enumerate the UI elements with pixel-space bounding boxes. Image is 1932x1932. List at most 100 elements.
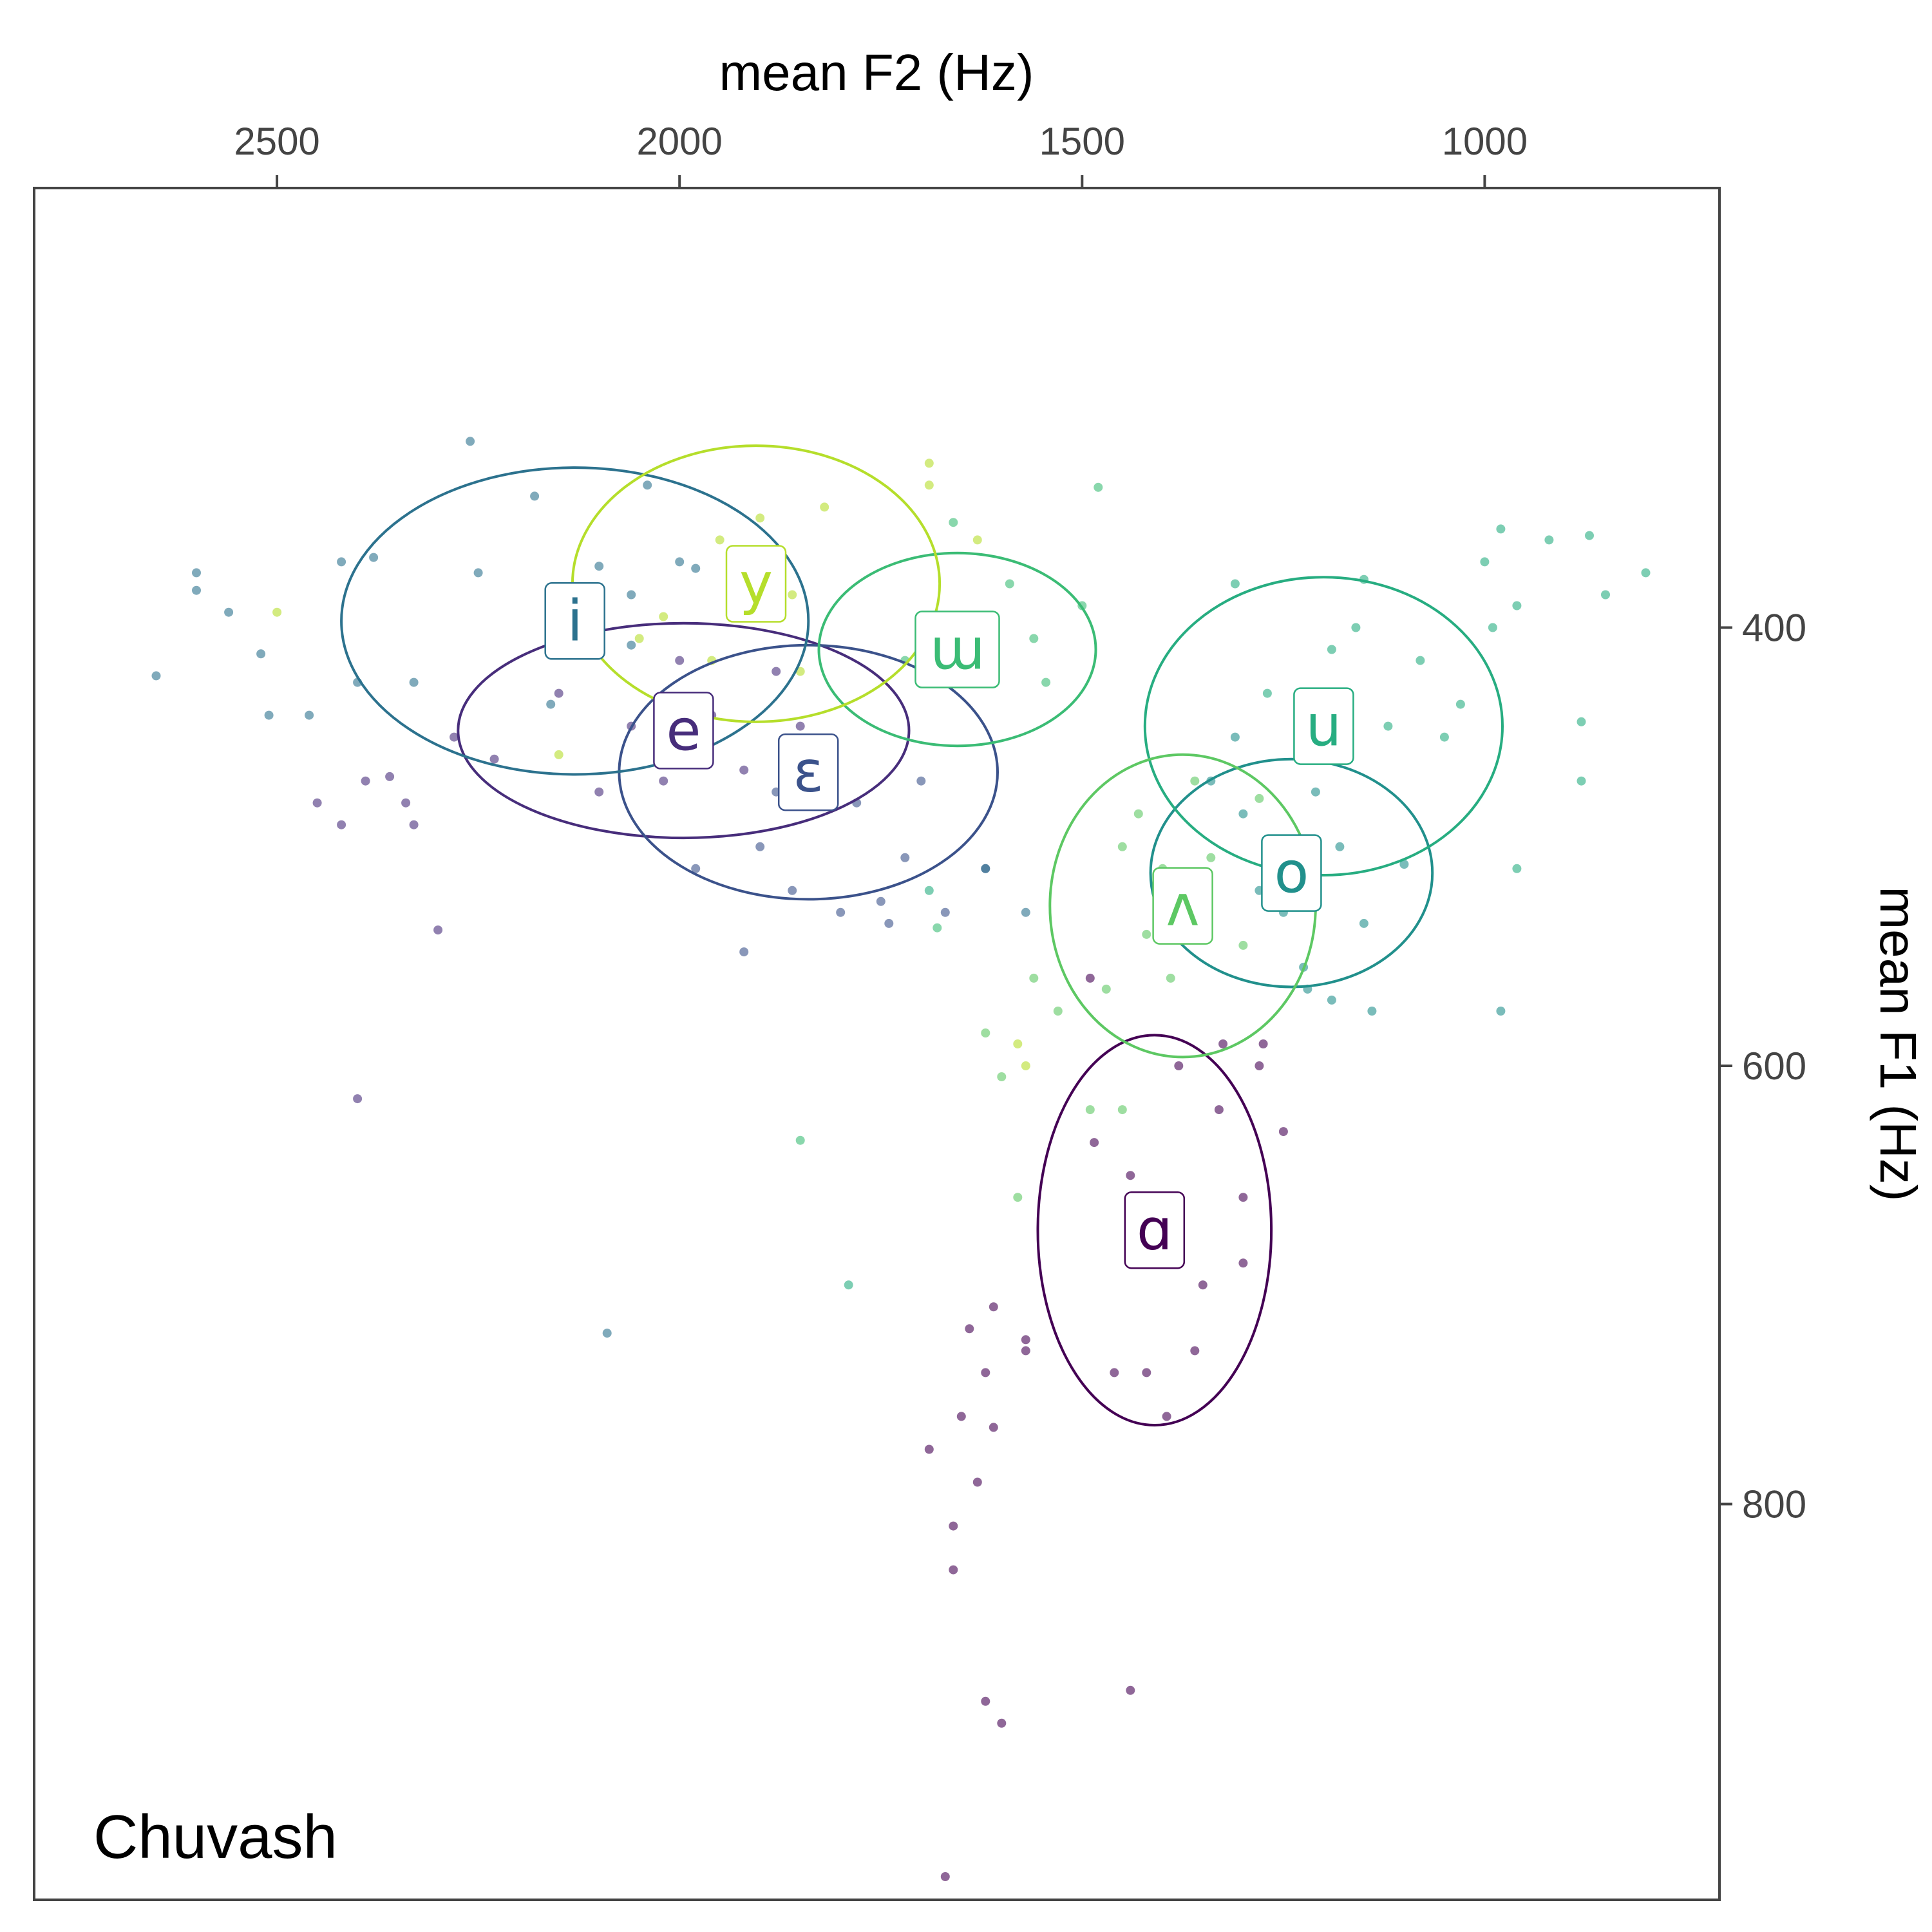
data-point-ɑ xyxy=(1190,1346,1200,1356)
data-point-u xyxy=(1439,732,1449,742)
data-point-ɑ xyxy=(965,1324,974,1334)
data-point-ʌ xyxy=(1190,776,1200,786)
data-point-i xyxy=(264,710,274,720)
y-tick-label: 600 xyxy=(1742,1045,1806,1088)
data-point-ʌ xyxy=(997,1072,1007,1081)
data-point-ɛ xyxy=(788,886,797,895)
data-point-e xyxy=(675,656,685,665)
data-point-ɑ xyxy=(1142,1368,1151,1378)
data-point-u xyxy=(1416,656,1425,665)
vowel-label-u: u xyxy=(1293,687,1354,765)
data-point-o xyxy=(1327,995,1336,1005)
data-point-ɯ xyxy=(949,518,958,527)
data-point-u xyxy=(1601,590,1610,600)
data-point-i xyxy=(369,553,379,562)
data-point-e xyxy=(795,721,805,731)
data-point-i xyxy=(691,564,701,573)
data-point-y xyxy=(924,480,934,490)
vowel-labels: ɑ e ɛ i o u ʌ ɯ y xyxy=(544,545,1354,1269)
data-point-o xyxy=(1335,842,1345,851)
ellipse-o xyxy=(1149,757,1434,989)
data-point-ɛ xyxy=(691,864,701,873)
data-point-i xyxy=(409,677,419,687)
data-point-u xyxy=(1577,776,1586,786)
data-point-ɑ xyxy=(956,1412,966,1421)
data-point-ɑ xyxy=(972,1477,982,1487)
y-tick-label: 800 xyxy=(1742,1483,1806,1526)
data-point-u xyxy=(1577,717,1586,726)
data-point-i xyxy=(305,710,314,720)
data-point-ʌ xyxy=(1142,929,1151,939)
data-point-u xyxy=(1512,601,1522,611)
data-point-ɑ xyxy=(1238,1258,1248,1268)
data-point-u xyxy=(1512,864,1522,873)
data-point-ɛ xyxy=(940,907,950,917)
data-point-o xyxy=(1311,787,1320,797)
data-point-o xyxy=(1496,1007,1506,1016)
data-point-ɛ xyxy=(739,947,749,957)
data-point-e xyxy=(433,925,443,935)
data-point-u xyxy=(1480,557,1490,567)
data-point-u xyxy=(924,886,934,895)
data-point-e xyxy=(361,776,370,786)
data-point-y xyxy=(924,459,934,468)
data-point-ɯ xyxy=(795,1135,805,1145)
data-point-i xyxy=(337,557,346,567)
data-point-i xyxy=(546,699,556,709)
vowel-label-box xyxy=(725,545,787,623)
vowel-label-text: ɯ xyxy=(930,616,985,683)
ellipse-ɑ xyxy=(1036,1034,1273,1426)
data-point-ɑ xyxy=(1214,1105,1224,1115)
data-point-o xyxy=(1230,732,1240,742)
data-point-ɯ xyxy=(1029,634,1039,643)
data-point-e xyxy=(409,820,419,829)
data-point-ɑ xyxy=(989,1302,998,1312)
y-axis-right: 400 600 800 xyxy=(1719,607,1806,1526)
data-point-ɑ xyxy=(1255,1061,1264,1070)
data-point-e xyxy=(401,798,411,808)
vowel-label-i: i xyxy=(544,582,605,660)
data-point-ʌ xyxy=(1013,1193,1023,1202)
data-point-o xyxy=(1359,918,1368,928)
data-point-i xyxy=(151,671,161,681)
data-point-e xyxy=(772,667,781,676)
data-point-i xyxy=(1021,907,1030,917)
vowel-label-ɑ: ɑ xyxy=(1124,1191,1186,1269)
data-point-e xyxy=(450,732,459,742)
data-point-ʌ xyxy=(1238,940,1248,950)
data-point-ɯ xyxy=(1094,482,1103,492)
data-point-u xyxy=(1496,524,1506,534)
data-point-u xyxy=(1327,645,1336,654)
data-point-ɑ xyxy=(1278,1127,1288,1137)
data-point-i xyxy=(256,649,266,659)
x-tick-label: 1000 xyxy=(1442,120,1528,163)
vowel-label-text: e xyxy=(666,697,701,763)
data-point-i xyxy=(466,437,475,446)
vowel-label-ɯ: ɯ xyxy=(914,611,1000,688)
data-point-ɑ xyxy=(949,1565,958,1575)
vowel-label-text: o xyxy=(1274,840,1309,906)
data-point-i xyxy=(627,640,636,650)
data-point-ʌ xyxy=(1117,842,1127,851)
data-point-y xyxy=(634,634,644,643)
data-point-i xyxy=(627,590,636,600)
vowel-label-box xyxy=(1124,1191,1186,1269)
data-point-o xyxy=(1399,860,1409,869)
data-point-y xyxy=(554,750,564,759)
data-point-ɑ xyxy=(1021,1346,1030,1356)
data-point-i xyxy=(675,557,685,567)
data-point-i xyxy=(192,585,201,595)
data-point-u xyxy=(1351,623,1361,632)
data-point-u xyxy=(844,1280,853,1290)
data-point-ʌ xyxy=(1101,984,1111,994)
x-axis-top: 2500 2000 1500 1000 xyxy=(234,120,1528,188)
ellipse-e xyxy=(457,621,911,840)
data-point-e xyxy=(489,754,499,764)
data-point-ʌ xyxy=(1053,1007,1063,1016)
data-point-ʌ xyxy=(1206,853,1216,862)
data-point-ʌ xyxy=(1029,973,1039,983)
data-point-y xyxy=(1013,1039,1023,1048)
data-point-ɑ xyxy=(989,1423,998,1432)
data-point-u xyxy=(1262,688,1272,698)
